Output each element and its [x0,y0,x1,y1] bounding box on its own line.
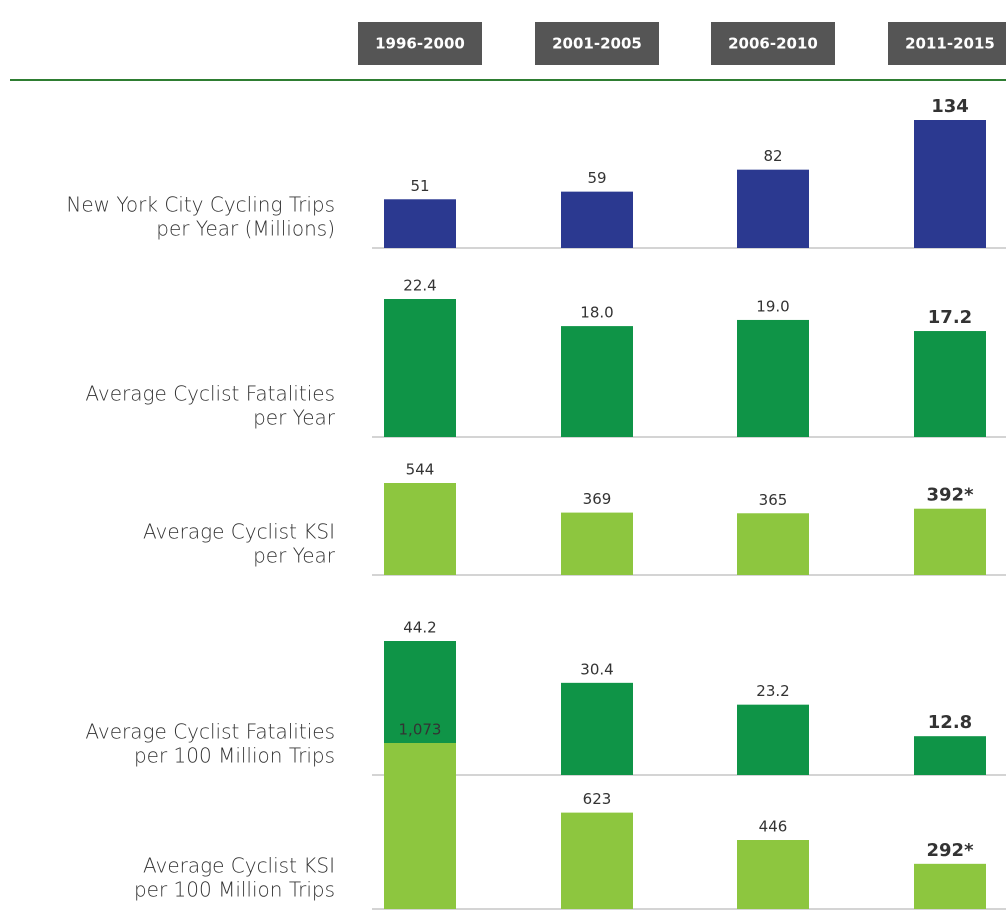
period-label: 2006-2010 [728,35,818,53]
value-label: 1,073 [399,721,442,739]
row-label: per 100 Million Trips [134,878,335,902]
period-label: 2011-2015 [905,35,995,53]
value-label: 18.0 [580,304,613,322]
period-label: 2001-2005 [552,35,642,53]
bar [914,863,986,909]
row-label: Average Cyclist KSI [143,520,335,544]
row-label: per 100 Million Trips [134,744,335,768]
value-label: 17.2 [928,307,972,328]
value-label: 51 [410,177,429,195]
bar [561,812,633,909]
row-label: Average Cyclist KSI [143,854,335,878]
bar [384,483,456,575]
value-label: 446 [759,818,788,836]
value-label: 392* [927,485,975,506]
bar [561,326,633,437]
row-label: per Year [253,544,336,568]
period-header [711,22,835,65]
period-header [535,22,659,65]
bar [561,682,633,775]
bar [561,512,633,575]
bar [737,319,809,437]
value-label: 82 [763,147,782,165]
value-label: 134 [931,96,969,117]
bar [384,199,456,248]
period-label: 1996-2000 [375,35,465,53]
period-header [888,22,1006,65]
value-label: 30.4 [580,660,613,678]
bar [384,299,456,437]
row-label: Average Cyclist Fatalities [85,720,335,744]
bar [914,508,986,575]
bar [914,736,986,775]
value-label: 44.2 [403,619,436,637]
bar [737,704,809,775]
row-label: New York City Cycling Trips [66,193,335,217]
value-label: 623 [583,790,612,808]
bar [561,191,633,248]
value-label: 19.0 [756,297,789,315]
value-label: 544 [406,461,435,479]
bar [737,513,809,575]
bar [737,840,809,909]
value-label: 23.2 [756,682,789,700]
row-label: Average Cyclist Fatalities [85,382,335,406]
value-label: 292* [927,840,975,861]
bar [737,169,809,248]
row-label: per Year [253,406,336,430]
bar [914,331,986,437]
bar [914,120,986,248]
value-label: 59 [587,169,606,187]
period-header [358,22,482,65]
bar [384,743,456,909]
value-label: 12.8 [928,712,972,733]
value-label: 22.4 [403,277,436,295]
row-label: per Year (Millions) [156,217,335,241]
value-label: 365 [759,491,788,509]
value-label: 369 [583,490,612,508]
